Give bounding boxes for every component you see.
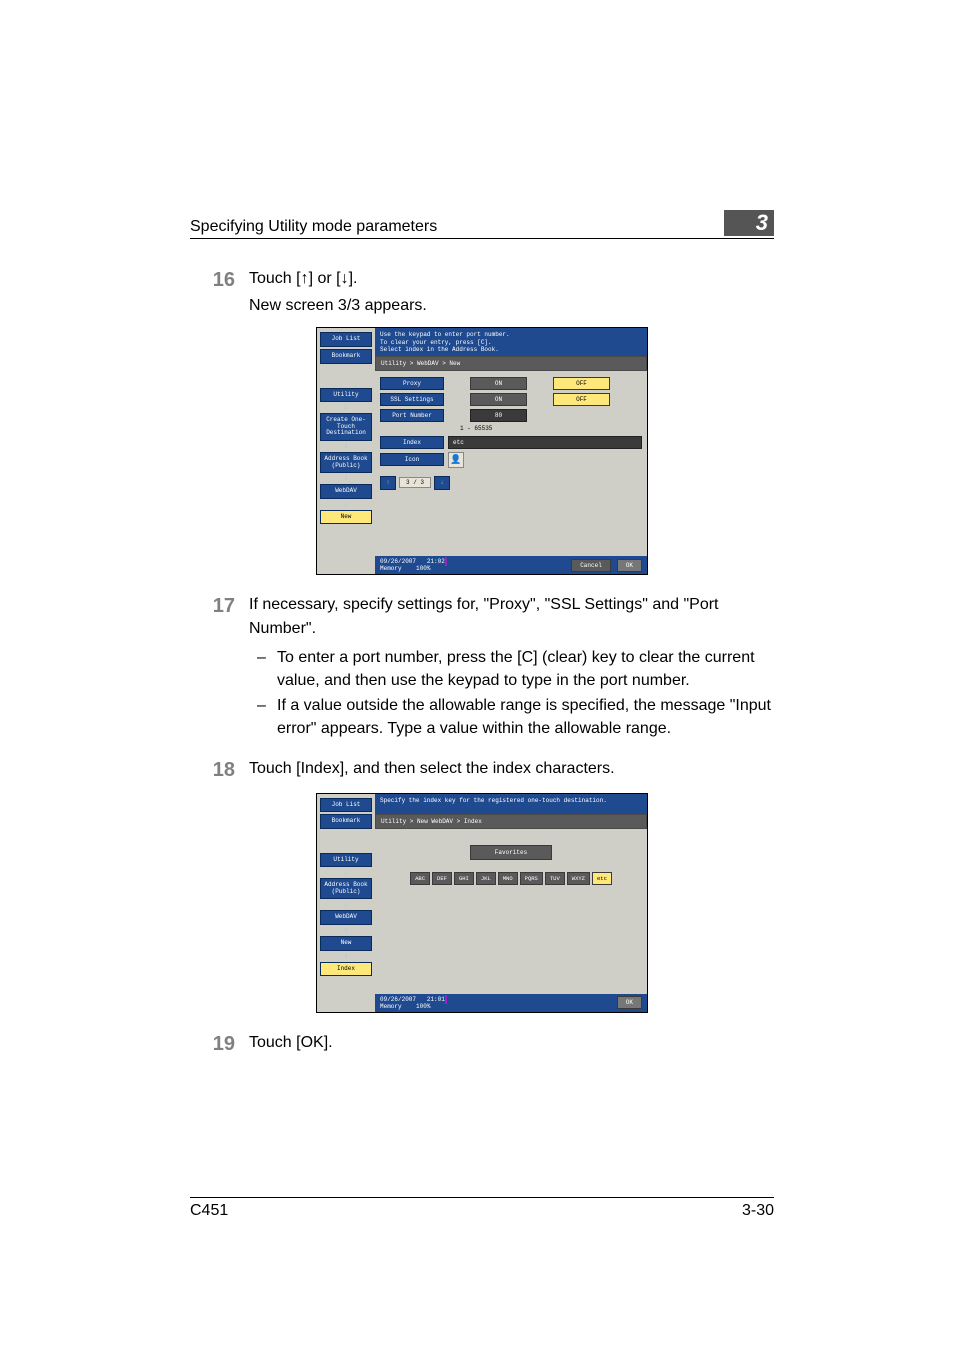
down-arrow-icon: ↓ [317,868,375,877]
new-button[interactable]: New [320,510,372,525]
breadcrumb: Utility > WebDAV > New [375,356,647,371]
index-key-mno[interactable]: MNO [498,872,518,885]
index-value: etc [448,436,642,449]
port-number-label: Port Number [380,409,444,422]
webdav-button[interactable]: WebDAV [320,910,372,925]
index-button[interactable]: Index [380,436,444,449]
step-text: Touch [OK]. [249,1031,774,1054]
index-button[interactable]: Index [320,962,372,977]
bullet-text: To enter a port number, press the [C] (c… [277,646,774,692]
page-indicator: 3 / 3 [399,477,431,488]
cancel-button[interactable]: Cancel [571,559,611,572]
webdav-button[interactable]: WebDAV [320,484,372,499]
step-text: Touch [Index], and then select the index… [249,757,774,780]
index-key-jkl[interactable]: JKL [476,872,496,885]
footer-memory-label: Memory [380,565,402,572]
step-text: Touch [↑] or [↓]. [249,267,774,290]
ok-button[interactable]: OK [617,559,642,572]
instruction-text: Select index in the Address Book. [380,346,642,353]
footer-time: 21:01 [427,996,445,1003]
mfp-screenshot-1: Job List Bookmark Utility ↓ Create One-T… [316,327,648,575]
step-number: 19 [190,1031,249,1057]
page-header-title: Specifying Utility mode parameters [190,218,437,236]
port-number-value[interactable]: 80 [470,409,527,422]
bullet-text: If a value outside the allowable range i… [277,694,774,740]
down-arrow-icon: ↓ [317,474,375,483]
index-key-tuv[interactable]: TUV [545,872,565,885]
step-subtext: New screen 3/3 appears. [249,294,774,317]
footer-date: 09/26/2007 [380,558,416,565]
address-book-button[interactable]: Address Book (Public) [320,452,372,473]
page-down-button[interactable]: ↓ [434,476,450,490]
step-number: 18 [190,757,249,783]
step-text: If necessary, specify settings for, "Pro… [249,593,774,639]
create-one-touch-button[interactable]: Create One-Touch Destination [320,413,372,441]
index-key-def[interactable]: DEF [432,872,452,885]
disk-icon [445,557,447,566]
down-arrow-icon: ↓ [317,442,375,451]
index-key-abc[interactable]: ABC [410,872,430,885]
index-key-wxyz[interactable]: WXYZ [567,872,590,885]
proxy-label: Proxy [380,377,444,390]
footer-memory-label: Memory [380,1003,402,1010]
ssl-off-button[interactable]: OFF [553,393,610,406]
utility-button[interactable]: Utility [320,388,372,403]
port-range-text: 1 - 65535 [460,425,642,432]
index-key-row: ABC DEF GHI JKL MNO PQRS TUV WXYZ etc [380,872,642,885]
down-arrow-icon: ↓ [317,500,375,509]
down-arrow-icon: ↓ [317,952,375,961]
footer-time: 21:02 [427,558,445,565]
instruction-text: Specify the index key for the registered… [380,797,642,804]
down-arrow-icon: ↓ [317,403,375,412]
instruction-text: Use the keypad to enter port number. [380,331,642,338]
index-key-ghi[interactable]: GHI [454,872,474,885]
step-number: 16 [190,267,249,317]
breadcrumb: Utility > New WebDAV > Index [375,814,647,829]
instruction-text: To clear your entry, press [C]. [380,339,642,346]
chapter-number-badge: 3 [724,210,774,236]
icon-button[interactable]: Icon [380,453,444,466]
utility-button[interactable]: Utility [320,853,372,868]
index-key-pqrs[interactable]: PQRS [520,872,543,885]
down-arrow-icon: ↓ [317,900,375,909]
ssl-label: SSL Settings [380,393,444,406]
bookmark-button[interactable]: Bookmark [320,814,372,829]
favorites-button[interactable]: Favorites [470,845,552,860]
proxy-off-button[interactable]: OFF [553,377,610,390]
footer-model: C451 [190,1202,228,1220]
new-button[interactable]: New [320,936,372,951]
ssl-on-button[interactable]: ON [470,393,527,406]
footer-memory-value: 100% [416,565,430,572]
page-up-button[interactable]: ↑ [380,476,396,490]
footer-date: 09/26/2007 [380,996,416,1003]
index-key-etc[interactable]: etc [592,872,612,885]
footer-page-number: 3-30 [742,1202,774,1220]
job-list-button[interactable]: Job List [320,798,372,813]
bookmark-button[interactable]: Bookmark [320,349,372,364]
step-number: 17 [190,593,249,750]
mfp-screenshot-2: Job List Bookmark Utility ↓ Address Book… [316,793,648,1013]
disk-icon [445,995,447,1004]
proxy-on-button[interactable]: ON [470,377,527,390]
down-arrow-icon: ↓ [317,926,375,935]
ok-button[interactable]: OK [617,996,642,1009]
footer-memory-value: 100% [416,1003,430,1010]
job-list-button[interactable]: Job List [320,332,372,347]
destination-icon: 👤 [448,452,464,468]
address-book-button[interactable]: Address Book (Public) [320,878,372,899]
